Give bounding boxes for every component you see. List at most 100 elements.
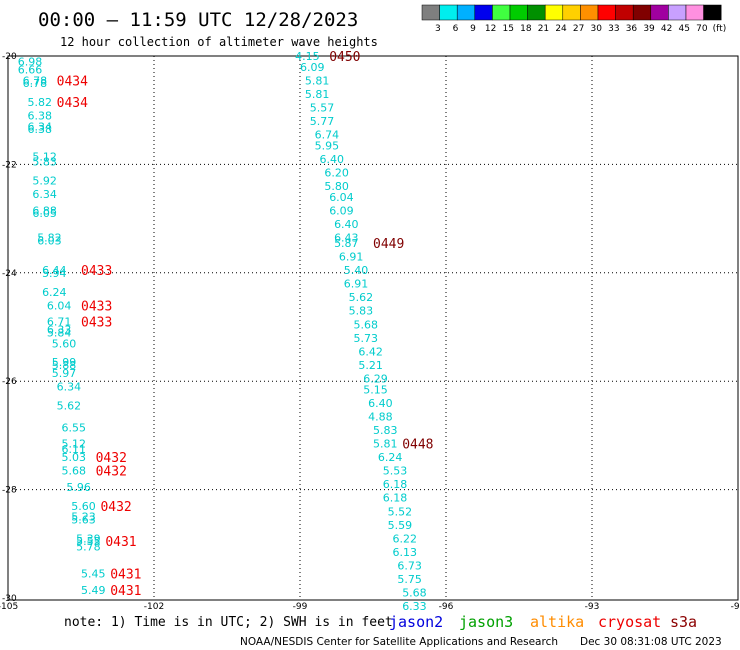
pass-time-label: 0432	[100, 500, 131, 515]
colorbar-swatch	[615, 4, 634, 21]
satellite-name: jason2	[389, 613, 443, 631]
wave-height-value: 4.88	[368, 410, 393, 423]
wave-height-value: 6.73	[397, 559, 422, 572]
wave-height-value: 6.74	[315, 129, 340, 142]
colorbar-label: 45	[679, 24, 690, 34]
wave-height-value: 6.42	[358, 345, 383, 358]
satellite-name: cryosat	[598, 613, 661, 631]
wave-height-value: 5.88	[52, 359, 77, 372]
y-tick-label: -20	[2, 52, 17, 62]
pass-time-label: 0433	[81, 264, 112, 279]
wave-height-value: 5.75	[397, 573, 422, 586]
colorbar-swatch	[527, 4, 546, 21]
wave-height-value: 6.34	[57, 381, 82, 394]
y-tick-label: -24	[2, 269, 17, 279]
colorbar-legend: 3 6 9 12 15 18 21 24 27 30 33 36 39 42 45 70 (ft)	[421, 4, 727, 34]
wave-height-value: 5.45	[81, 568, 106, 581]
wave-height-value: 5.78	[76, 541, 101, 554]
colorbar-label: 18	[520, 24, 532, 34]
colorbar-label: 12	[485, 24, 496, 34]
wave-height-value: 5.68	[354, 318, 379, 331]
grid-lines	[8, 56, 738, 598]
wave-height-value: 6.05	[32, 207, 57, 220]
colorbar-swatch	[474, 4, 493, 21]
wave-height-value: 5.95	[315, 139, 340, 152]
pass-time-label: 0449	[373, 237, 404, 252]
wave-height-value: 6.88	[32, 204, 57, 217]
wave-height-value: 5.83	[349, 305, 374, 318]
satellite-name: jason3	[459, 613, 513, 631]
wave-height-value: 6.40	[368, 397, 393, 410]
wave-height-value: 5.63	[71, 513, 96, 526]
colorbar-label: 9	[470, 24, 476, 34]
wave-height-value: 5.49	[81, 584, 106, 597]
wave-height-value: 5.87	[334, 237, 359, 250]
wave-height-value: 6.09	[329, 204, 354, 217]
colorbar-swatch	[421, 4, 440, 21]
pass-time-label: 0434	[57, 96, 88, 111]
wave-height-value: 5.68	[402, 587, 427, 600]
wave-height-value: 5.03	[62, 451, 87, 464]
wave-height-points: 6.986.666.786.785.826.386.346.385.125.83…	[18, 50, 427, 613]
wave-height-value: 6.38	[27, 123, 52, 136]
wave-height-value: 6.43	[334, 232, 359, 245]
x-tick-label: -93	[585, 602, 600, 612]
wave-height-value: 5.83	[32, 156, 57, 169]
wave-height-value: 6.03	[37, 234, 62, 247]
x-tick-label: -96	[439, 602, 454, 612]
wave-height-value: 5.15	[363, 383, 388, 396]
wave-height-value: 5.73	[354, 332, 379, 345]
colorbar-swatch	[509, 4, 528, 21]
wave-height-value: 6.33	[47, 324, 72, 337]
satellite-legend: jason2 jason3 altika cryosat s3a	[389, 613, 697, 631]
colorbar-label: 6	[453, 24, 459, 34]
colorbar-swatch	[650, 4, 669, 21]
wave-height-value: 4.15	[295, 50, 320, 63]
colorbar-label: 24	[555, 24, 567, 34]
wave-height-value: 6.40	[334, 218, 359, 231]
wave-height-value: 6.24	[378, 451, 403, 464]
wave-height-value: 5.81	[373, 438, 398, 451]
y-tick-label: -26	[2, 377, 17, 387]
wave-height-value: 5.96	[66, 481, 91, 494]
y-tick-label: -22	[2, 160, 17, 170]
wave-height-value: 6.22	[392, 532, 417, 545]
wave-height-value: 6.24	[42, 286, 67, 299]
wave-height-value: 5.59	[388, 519, 413, 532]
wave-height-value: 5.99	[52, 356, 77, 369]
wave-height-value: 5.84	[47, 326, 72, 339]
x-tick-label: -105	[0, 602, 18, 612]
wave-height-value: 5.83	[373, 424, 398, 437]
wave-height-value: 5.81	[305, 88, 330, 101]
pass-time-label: 0450	[329, 50, 360, 65]
wave-height-value: 5.60	[71, 500, 96, 513]
wave-height-value: 5.94	[42, 267, 67, 280]
colorbar-label: (ft)	[713, 24, 727, 34]
colorbar-swatch	[562, 4, 581, 21]
wave-height-value: 5.97	[52, 367, 77, 380]
wave-height-value: 6.71	[47, 316, 72, 329]
wave-height-value: 6.20	[324, 167, 349, 180]
wave-height-value: 6.33	[402, 600, 427, 613]
pass-time-label: 0433	[81, 299, 112, 314]
colorbar-swatch	[632, 4, 652, 21]
wave-height-value: 5.55	[76, 535, 101, 548]
wave-height-value: 6.38	[27, 110, 52, 123]
wave-height-value: 5.68	[62, 465, 87, 478]
colorbar-label: 3	[435, 24, 441, 34]
wave-height-value: 6.34	[27, 120, 52, 133]
wave-height-value: 5.82	[37, 232, 62, 245]
wave-height-value: 6.04	[329, 191, 354, 204]
wave-height-value: 6.18	[383, 492, 408, 505]
wave-height-value: 5.81	[305, 74, 330, 87]
wave-height-value: 6.91	[339, 251, 364, 264]
wave-height-value: 5.77	[310, 115, 335, 128]
colorbar-swatch	[685, 4, 704, 21]
y-tick-label: -30	[2, 594, 17, 604]
wave-height-value: 5.60	[52, 337, 77, 350]
wave-height-value: 6.91	[344, 278, 369, 291]
satellite-name: s3a	[670, 613, 697, 631]
wave-height-value: 5.12	[32, 150, 57, 163]
wave-height-value: 6.66	[18, 64, 43, 77]
x-tick-label: -99	[293, 602, 308, 612]
